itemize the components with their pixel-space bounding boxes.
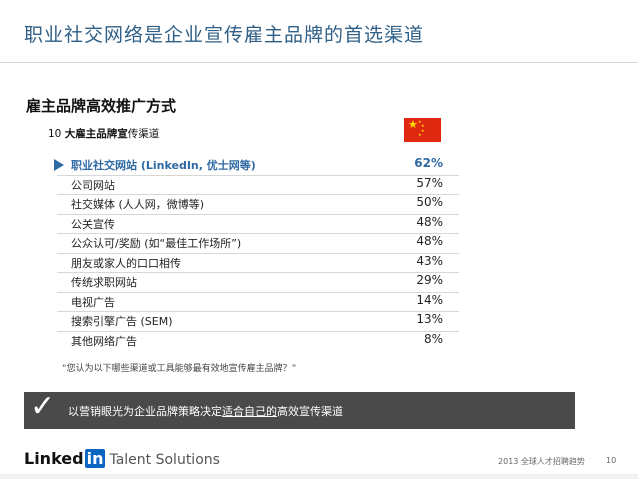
table-title-bold: 大雇主品牌宣: [64, 128, 128, 140]
row-divider: [57, 311, 459, 312]
highlight-arrow-icon: [54, 159, 64, 171]
channel-label: 公关宣传: [71, 217, 115, 231]
channel-value: 13%: [416, 312, 443, 326]
row-divider: [57, 330, 459, 332]
banner-text-before: 以营销眼光为企业品牌策略决定: [68, 405, 222, 418]
channel-label: 传统求职网站: [71, 276, 137, 289]
table-row: 公司网站 57%: [44, 175, 459, 195]
linkedin-logo: Linked in Talent Solutions: [24, 449, 220, 468]
checkmark-icon: ✓: [30, 389, 56, 424]
survey-question: “您认为以下哪些渠道或工具能够最有效地宣传雇主品牌？”: [62, 364, 297, 374]
channel-value: 43%: [416, 253, 443, 268]
banner-text-after: 高效宣传渠道: [277, 405, 343, 418]
logo-text: Linked: [24, 449, 84, 468]
flag-small-star: ★: [421, 128, 425, 133]
row-divider: [57, 174, 459, 176]
slide-title: 职业社交网络是企业宣传雇主品牌的首选渠道: [24, 24, 425, 46]
channel-value: 8%: [423, 331, 443, 346]
channel-label: 公司网站: [71, 178, 115, 192]
table-row: 搜索引擎广告 (SEM) 13%: [44, 311, 459, 331]
table-title-rest: 传渠道: [127, 128, 160, 140]
channel-label: 其他网络广告: [71, 334, 137, 348]
banner-text: 以营销眼光为企业品牌策略决定适合自己的高效宣传渠道: [68, 403, 343, 419]
china-flag-icon: ★ ★ ★ ★ ★: [404, 118, 441, 142]
channel-label: 公众认可/奖励 (如“最佳工作场所”): [71, 237, 242, 250]
channel-value: 57%: [416, 175, 443, 190]
flag-small-star: ★: [421, 123, 425, 128]
channel-value: 62%: [414, 156, 443, 170]
logo-in: in: [84, 449, 106, 468]
footer-report-name: 2013 全球人才招聘趋势: [498, 457, 585, 466]
channel-value: 50%: [416, 195, 443, 209]
channel-label: 搜索引擎广告 (SEM): [71, 315, 173, 328]
row-divider: [57, 233, 459, 234]
table-row: 公众认可/奖励 (如“最佳工作场所”) 48%: [44, 233, 459, 253]
logo-suffix: Talent Solutions: [109, 452, 220, 468]
channel-label: 职业社交网站 (LinkedIn, 优士网等): [71, 159, 256, 172]
table-row: 社交媒体 (人人网，微博等) 50%: [44, 194, 459, 214]
channel-value: 48%: [416, 214, 443, 229]
table-title-prefix: 10: [48, 128, 65, 140]
table-row: 公关宣传 48%: [44, 214, 459, 234]
title-divider: [0, 62, 638, 63]
channel-label: 电视广告: [71, 295, 115, 309]
table-row: 电视广告 14%: [44, 292, 459, 312]
banner-text-underlined: 适合自己的: [222, 405, 277, 418]
section-subtitle: 雇主品牌高效推广方式: [26, 97, 177, 115]
footer-bar: [0, 474, 638, 479]
channel-label: 朋友或家人的口口相传: [71, 256, 181, 270]
row-divider: [57, 272, 459, 273]
table-row: 职业社交网站 (LinkedIn, 优士网等) 62%: [44, 155, 459, 175]
row-divider: [57, 213, 459, 215]
key-takeaway-banner: ✓ 以营销眼光为企业品牌策略决定适合自己的高效宣传渠道: [24, 389, 575, 429]
table-row: 其他网络广告 8%: [44, 331, 459, 351]
channel-label: 社交媒体 (人人网，微博等): [71, 198, 205, 211]
flag-small-star: ★: [418, 119, 422, 124]
flag-small-star: ★: [418, 132, 422, 137]
ranking-table: 职业社交网站 (LinkedIn, 优士网等) 62% 公司网站 57% 社交媒体 (人…: [44, 155, 459, 350]
table-row: 传统求职网站 29%: [44, 272, 459, 292]
row-divider: [57, 291, 459, 293]
table-row: 朋友或家人的口口相传 43%: [44, 253, 459, 273]
channel-value: 29%: [416, 273, 443, 287]
flag-big-star: ★: [408, 118, 418, 131]
row-divider: [57, 252, 459, 254]
table-title: 10 大雇主品牌宣传渠道: [48, 126, 159, 141]
row-divider: [57, 194, 459, 195]
page-number: 10: [606, 456, 617, 465]
channel-value: 14%: [416, 292, 443, 307]
channel-value: 48%: [416, 234, 443, 248]
